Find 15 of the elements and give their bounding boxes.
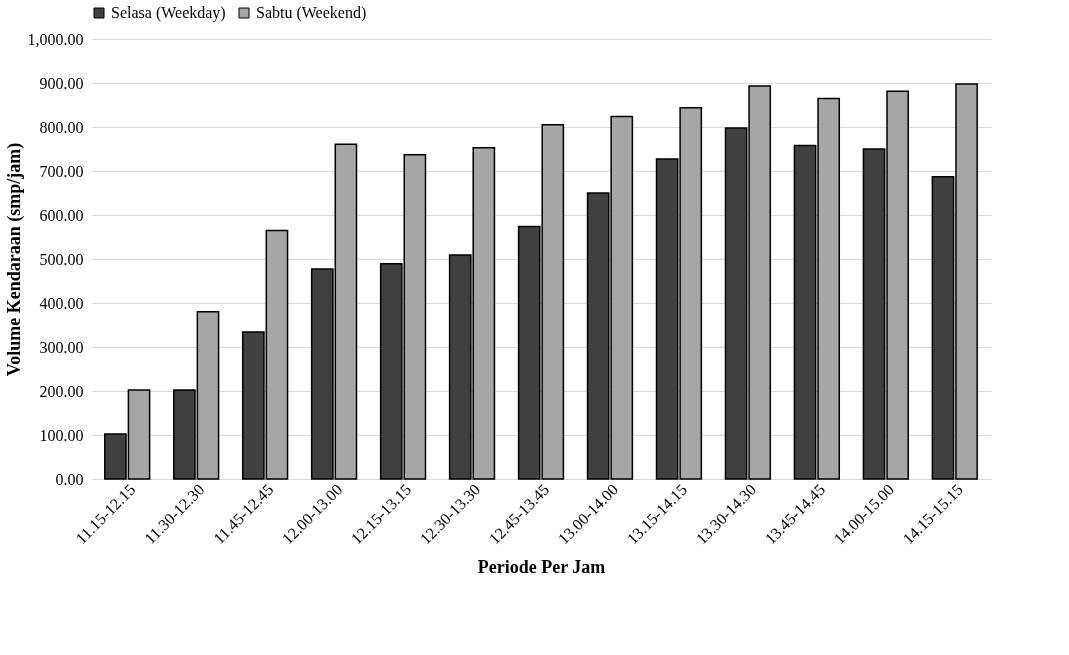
y-tick-label: 600.00 — [39, 206, 84, 224]
y-axis-title: Volume Kendaraan (smp/jam) — [3, 142, 25, 377]
x-axis-title: Periode Per Jam — [477, 557, 606, 578]
y-tick-label: 800.00 — [39, 118, 84, 136]
legend-label: Selasa (Weekday) — [111, 4, 226, 22]
y-tick-label: 400.00 — [39, 294, 84, 312]
y-tick-label: 700.00 — [39, 162, 84, 180]
y-tick-label: 100.00 — [39, 426, 84, 444]
y-tick-label: 300.00 — [39, 338, 84, 356]
legend-label: Sabtu (Weekend) — [256, 4, 367, 22]
y-tick-label: 1,000.00 — [27, 30, 84, 48]
y-tick-label: 0.00 — [55, 470, 84, 488]
y-tick-label: 500.00 — [39, 250, 84, 268]
y-tick-label: 200.00 — [39, 382, 84, 400]
y-tick-label: 900.00 — [39, 74, 84, 92]
